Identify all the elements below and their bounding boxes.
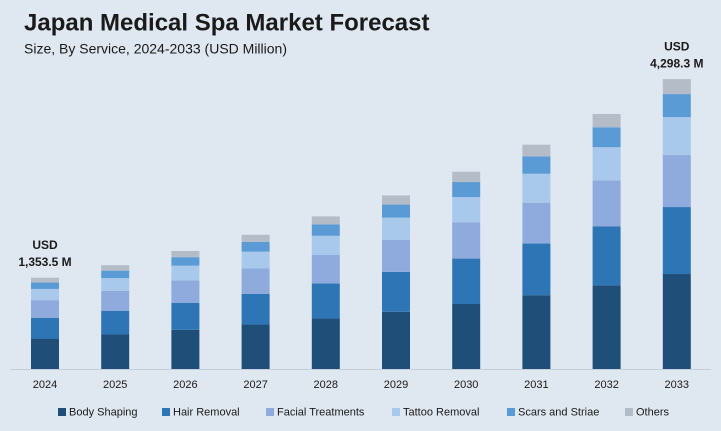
bar-segment <box>171 265 200 281</box>
x-tick-label: 2031 <box>524 379 548 391</box>
bar-segment <box>662 274 691 369</box>
bar-segment <box>382 311 410 369</box>
bar-segment <box>171 280 200 303</box>
annotation: 4,298.3 M <box>650 56 703 70</box>
bar-segment <box>171 257 200 266</box>
bar-segment <box>662 79 691 95</box>
bar-segment <box>171 250 200 258</box>
bar-segment <box>522 173 551 203</box>
bar-segment <box>382 271 410 312</box>
bar-segment <box>592 180 621 227</box>
bar-segment <box>592 226 621 286</box>
legend-swatch <box>58 408 66 416</box>
bar-segment <box>592 127 621 148</box>
bar-segment <box>311 235 340 256</box>
bar-segment <box>31 338 59 369</box>
bar-segment <box>241 324 270 369</box>
legend-label: Facial Treatments <box>277 406 365 418</box>
bar-segment <box>382 239 410 272</box>
x-tick-label: 2026 <box>173 379 197 391</box>
legend-label: Body Shaping <box>69 406 138 418</box>
x-tick-label: 2030 <box>454 379 478 391</box>
x-tick-label: 2028 <box>314 379 338 391</box>
bar-segment <box>452 171 481 183</box>
bar-segment <box>452 182 481 198</box>
bar-segment <box>452 258 481 304</box>
bar-segment <box>452 197 481 223</box>
legend-swatch <box>625 408 633 416</box>
bar-segment <box>101 290 130 311</box>
bar-segment <box>171 329 200 369</box>
bar-segment <box>662 94 691 118</box>
bar-segment <box>452 303 481 369</box>
bar-segment <box>31 277 59 283</box>
legend-label: Others <box>636 406 670 418</box>
annotation: 1,353.5 M <box>18 255 71 269</box>
x-tick-label: 2029 <box>384 379 408 391</box>
bar-segment <box>241 241 270 252</box>
bar-segment <box>31 300 59 318</box>
bar-segment <box>31 288 59 301</box>
bar-segment <box>522 144 551 157</box>
bar-segment <box>311 255 340 284</box>
bar-segment <box>311 283 340 319</box>
bar-segment <box>662 207 691 275</box>
bar-segment <box>522 243 551 296</box>
bar-segment <box>311 216 340 225</box>
legend-swatch <box>392 408 400 416</box>
x-tick-label: 2027 <box>243 379 267 391</box>
bar-segment <box>311 318 340 369</box>
bar-segment <box>101 310 130 335</box>
annotation: USD <box>32 238 58 252</box>
bar-segment <box>382 195 410 205</box>
bar-segment <box>522 156 551 174</box>
bar-segment <box>522 202 551 244</box>
bar-segment <box>31 282 59 289</box>
bar-segment <box>382 204 410 218</box>
bar-segment <box>592 285 621 369</box>
chart-title: Japan Medical Spa Market Forecast <box>24 9 430 36</box>
bar-segment <box>592 113 621 128</box>
legend-label: Scars and Striae <box>518 406 599 418</box>
bar-segment <box>101 265 130 271</box>
legend-label: Tattoo Removal <box>403 406 479 418</box>
legend-swatch <box>162 408 170 416</box>
legend-swatch <box>266 408 274 416</box>
bar-segment <box>522 295 551 369</box>
bar-segment <box>101 270 130 279</box>
bar-segment <box>101 278 130 291</box>
x-tick-label: 2032 <box>594 379 618 391</box>
bar-segment <box>101 334 130 369</box>
annotation: USD <box>664 39 690 53</box>
bar-segment <box>592 147 621 181</box>
legend-swatch <box>507 408 515 416</box>
bar-segment <box>31 317 59 339</box>
bar-segment <box>241 293 270 325</box>
bar-segment <box>382 217 410 240</box>
bar-segment <box>662 117 691 156</box>
bar-segment <box>662 155 691 208</box>
bar-segment <box>311 224 340 236</box>
x-tick-label: 2025 <box>103 379 127 391</box>
chart-subtitle: Size, By Service, 2024-2033 (USD Million… <box>24 41 287 57</box>
bar-segment <box>241 268 270 294</box>
bar-segment <box>241 234 270 242</box>
x-tick-label: 2033 <box>665 379 689 391</box>
legend-label: Hair Removal <box>173 406 240 418</box>
bar-segment <box>452 222 481 259</box>
x-tick-label: 2024 <box>33 379 57 391</box>
bar-segment <box>171 302 200 330</box>
bar-segment <box>241 251 270 269</box>
